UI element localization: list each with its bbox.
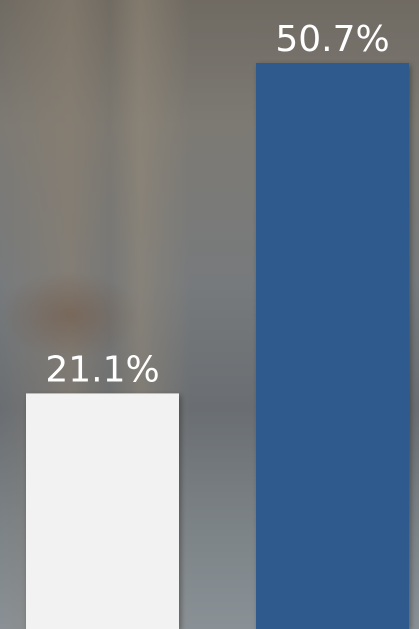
bar	[256, 63, 409, 629]
value-label: 21.1%	[45, 349, 159, 390]
value-label: 50.7%	[275, 19, 389, 60]
bar	[26, 393, 179, 629]
